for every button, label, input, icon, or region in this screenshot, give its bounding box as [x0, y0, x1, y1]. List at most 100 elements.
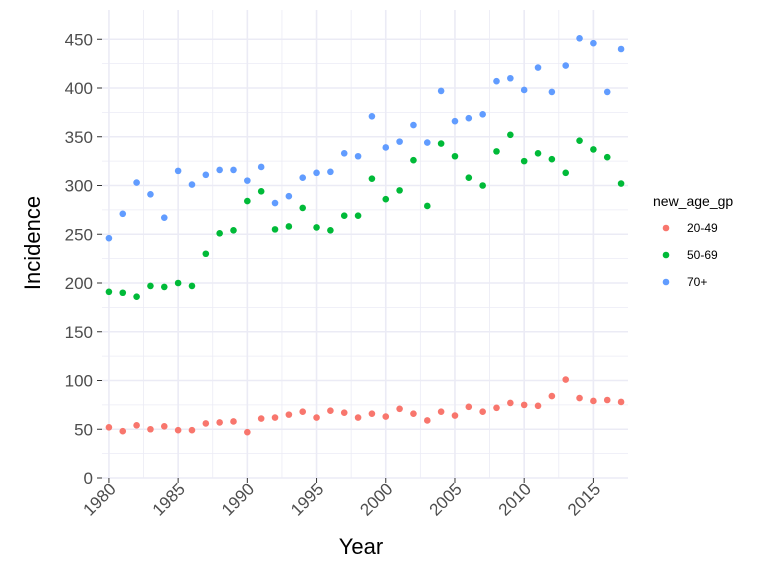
- data-point: [396, 187, 403, 194]
- data-point: [396, 138, 403, 145]
- data-point: [479, 182, 486, 189]
- data-point: [368, 175, 376, 182]
- data-point: [437, 87, 445, 95]
- data-point: [188, 426, 196, 434]
- data-point: [520, 157, 528, 165]
- data-point: [562, 376, 570, 383]
- data-point: [327, 168, 334, 176]
- legend-key: [662, 278, 670, 286]
- grid: [102, 10, 628, 479]
- data-point: [174, 426, 182, 434]
- data-point: [520, 86, 528, 94]
- data-point: [451, 152, 459, 160]
- data-point: [410, 410, 417, 417]
- data-point: [576, 394, 583, 402]
- data-point: [576, 137, 583, 144]
- data-point: [147, 282, 154, 290]
- data-point: [299, 408, 307, 416]
- data-point: [465, 174, 473, 181]
- data-points: [105, 34, 625, 436]
- data-point: [354, 152, 362, 160]
- data-point: [147, 190, 154, 198]
- y-tick-label: 400: [65, 79, 93, 98]
- y-axis-ticks: 0 50 100 150 200 250 300 350 400 450: [65, 30, 102, 488]
- legend-key: [662, 224, 670, 232]
- data-point: [465, 403, 473, 411]
- data-point: [313, 414, 320, 421]
- data-point: [354, 414, 362, 421]
- y-axis-title: Incidence: [20, 196, 45, 290]
- data-point: [340, 409, 348, 416]
- data-point: [603, 153, 611, 161]
- data-point: [479, 111, 486, 118]
- x-axis-title: Year: [339, 534, 383, 559]
- data-point: [230, 418, 237, 425]
- legend-label: 70+: [687, 275, 707, 289]
- data-point: [451, 412, 459, 419]
- data-point: [188, 181, 196, 188]
- data-point: [437, 408, 445, 416]
- data-point: [244, 428, 251, 436]
- data-point: [133, 179, 140, 186]
- data-point: [465, 114, 473, 122]
- data-point: [216, 229, 223, 237]
- data-point: [493, 148, 500, 155]
- data-point: [244, 197, 251, 205]
- legend: new_age_gp 20-49 50-69 70+: [653, 193, 733, 289]
- x-tick-label: 2015: [564, 479, 604, 519]
- data-point: [202, 250, 210, 258]
- legend-label: 20-49: [687, 221, 718, 235]
- x-tick-label: 2005: [426, 479, 466, 519]
- data-point: [160, 214, 168, 221]
- x-tick-label: 1995: [287, 479, 327, 519]
- y-tick-label: 0: [84, 469, 93, 488]
- data-point: [354, 212, 362, 220]
- y-tick-label: 100: [65, 372, 93, 391]
- data-point: [590, 397, 597, 405]
- legend-label: 50-69: [687, 248, 718, 262]
- data-point: [271, 414, 279, 421]
- data-point: [105, 234, 113, 242]
- data-point: [147, 425, 154, 433]
- data-point: [160, 283, 168, 291]
- data-point: [548, 88, 556, 96]
- y-tick-label: 450: [65, 30, 93, 49]
- data-point: [617, 398, 625, 406]
- data-point: [437, 140, 445, 147]
- data-point: [507, 131, 514, 139]
- data-point: [160, 423, 168, 430]
- data-point: [230, 166, 237, 174]
- data-point: [603, 396, 611, 404]
- data-point: [520, 401, 528, 409]
- data-point: [285, 223, 293, 230]
- data-point: [119, 289, 127, 297]
- data-point: [299, 174, 307, 181]
- legend-title: new_age_gp: [653, 193, 733, 209]
- data-point: [423, 139, 431, 146]
- y-tick-label: 300: [65, 177, 93, 196]
- legend-items: 20-49 50-69 70+: [662, 221, 718, 289]
- y-tick-label: 350: [65, 128, 93, 147]
- data-point: [327, 227, 334, 234]
- x-tick-label: 1985: [149, 479, 189, 519]
- data-point: [244, 177, 251, 184]
- y-tick-label: 250: [65, 225, 93, 244]
- data-point: [507, 74, 514, 82]
- data-point: [562, 62, 570, 69]
- y-tick-label: 200: [65, 274, 93, 293]
- x-tick-label: 2000: [356, 479, 396, 519]
- data-point: [423, 417, 431, 424]
- data-point: [257, 163, 265, 171]
- data-point: [368, 112, 376, 120]
- data-point: [603, 88, 611, 96]
- data-point: [451, 117, 459, 125]
- data-point: [327, 407, 334, 415]
- data-point: [230, 227, 237, 234]
- data-point: [133, 422, 140, 429]
- data-point: [105, 288, 113, 296]
- data-point: [313, 224, 320, 231]
- data-point: [174, 279, 182, 287]
- data-point: [174, 167, 182, 175]
- data-point: [257, 415, 265, 422]
